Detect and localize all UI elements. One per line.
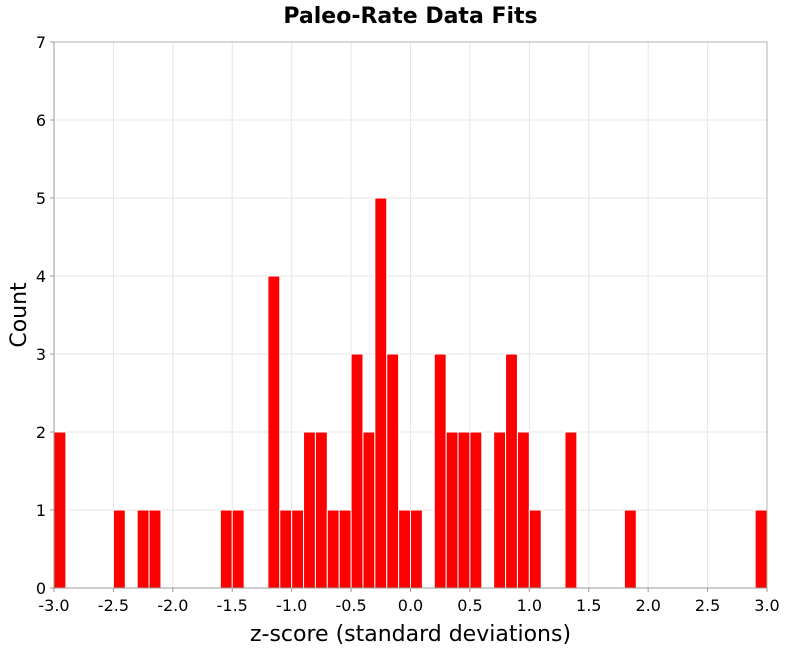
y-axis-ticks: 0 1 2 3 4 5 6 7 bbox=[36, 33, 54, 598]
x-tick-label: -2.0 bbox=[157, 596, 188, 615]
bars bbox=[53, 197, 768, 589]
grid bbox=[53, 41, 768, 589]
histogram-bar bbox=[505, 353, 518, 589]
histogram-bar bbox=[754, 509, 768, 589]
histogram-bar bbox=[231, 509, 245, 589]
histogram-bar bbox=[362, 431, 376, 589]
x-tick-label: 1.5 bbox=[576, 596, 601, 615]
y-tick-label: 6 bbox=[36, 111, 46, 130]
histogram-bar bbox=[219, 509, 233, 589]
y-tick-label: 7 bbox=[36, 33, 46, 52]
x-tick-label: -1.0 bbox=[276, 596, 307, 615]
histogram-bar bbox=[53, 431, 67, 589]
histogram-bar bbox=[267, 275, 281, 589]
chart-title: Paleo-Rate Data Fits bbox=[283, 4, 537, 29]
y-axis-label: Count bbox=[7, 282, 32, 348]
y-tick-label: 3 bbox=[36, 345, 46, 364]
x-axis-label: z-score (standard deviations) bbox=[250, 622, 571, 647]
histogram-bar bbox=[386, 353, 400, 589]
x-tick-label: 2.5 bbox=[695, 596, 720, 615]
histogram-bar bbox=[398, 509, 412, 589]
histogram-bar bbox=[291, 509, 305, 589]
x-tick-label: 0.5 bbox=[457, 596, 482, 615]
histogram-bar bbox=[374, 197, 388, 589]
histogram-bar bbox=[350, 353, 364, 589]
histogram-bar bbox=[148, 509, 162, 589]
y-tick-label: 5 bbox=[36, 189, 46, 208]
x-tick-label: 0.0 bbox=[398, 596, 423, 615]
y-tick-label: 1 bbox=[36, 501, 46, 520]
histogram-bar bbox=[445, 431, 459, 589]
histogram-bar bbox=[314, 431, 328, 589]
x-tick-label: 3.0 bbox=[754, 596, 779, 615]
y-tick-label: 4 bbox=[36, 267, 46, 286]
histogram-bar bbox=[338, 509, 352, 589]
histogram-bar bbox=[457, 431, 471, 589]
histogram-bar bbox=[136, 509, 150, 589]
x-tick-label: -0.5 bbox=[335, 596, 366, 615]
x-tick-label: -3.0 bbox=[38, 596, 69, 615]
x-tick-label: 1.0 bbox=[517, 596, 542, 615]
histogram-bar bbox=[493, 431, 507, 589]
histogram-bar bbox=[410, 509, 423, 589]
histogram-bar bbox=[303, 431, 316, 589]
y-tick-label: 0 bbox=[36, 579, 46, 598]
histogram-bar bbox=[623, 509, 637, 589]
histogram-bar bbox=[528, 509, 542, 589]
histogram-bar bbox=[433, 353, 447, 589]
histogram-bar bbox=[516, 431, 530, 589]
x-axis-ticks: -3.0 -2.5 -2.0 -1.5 -1.0 -0.5 0.0 0.5 1.0 1.5 2.0 2… bbox=[38, 588, 780, 615]
y-tick-label: 2 bbox=[36, 423, 46, 442]
x-tick-label: -1.5 bbox=[217, 596, 248, 615]
histogram-bar bbox=[469, 431, 483, 589]
x-tick-label: 2.0 bbox=[635, 596, 660, 615]
histogram-bar bbox=[112, 509, 126, 589]
histogram-bar bbox=[564, 431, 578, 589]
histogram-bar bbox=[326, 509, 340, 589]
histogram-bar bbox=[279, 509, 293, 589]
x-tick-label: -2.5 bbox=[98, 596, 129, 615]
